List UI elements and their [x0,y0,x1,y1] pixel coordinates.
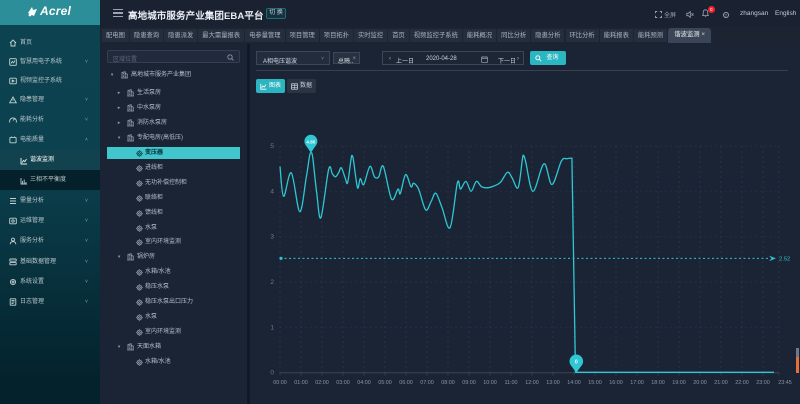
svg-text:15:00: 15:00 [588,380,602,386]
svg-text:09:00: 09:00 [462,380,476,386]
svg-text:08:00: 08:00 [441,380,455,386]
svg-text:0: 0 [270,370,274,377]
svg-text:22:00: 22:00 [735,380,749,386]
svg-text:21:00: 21:00 [714,380,728,386]
svg-text:02:00: 02:00 [315,380,329,386]
svg-text:13:00: 13:00 [546,380,560,386]
svg-text:19:00: 19:00 [672,380,686,386]
svg-text:01:00: 01:00 [294,380,308,386]
svg-text:03:00: 03:00 [336,380,350,386]
svg-text:16:00: 16:00 [609,380,623,386]
svg-text:2: 2 [270,279,274,286]
svg-text:12:00: 12:00 [525,380,539,386]
svg-text:06:00: 06:00 [399,380,413,386]
svg-text:18:00: 18:00 [651,380,665,386]
svg-text:4: 4 [270,188,274,195]
svg-text:0: 0 [575,359,578,365]
svg-text:17:00: 17:00 [630,380,644,386]
svg-text:04:00: 04:00 [357,380,371,386]
svg-text:14:00: 14:00 [567,380,581,386]
svg-text:05:00: 05:00 [378,380,392,386]
svg-text:07:00: 07:00 [420,380,434,386]
svg-text:2.52: 2.52 [779,256,790,262]
svg-text:4.85: 4.85 [306,139,315,144]
svg-text:00:00: 00:00 [273,380,287,386]
svg-text:10:00: 10:00 [483,380,497,386]
svg-text:23:45: 23:45 [778,380,792,386]
svg-text:5: 5 [270,143,274,150]
svg-text:1: 1 [270,324,274,331]
svg-text:11:00: 11:00 [504,380,517,386]
svg-text:23:00: 23:00 [756,380,770,386]
svg-text:3: 3 [270,234,274,241]
svg-text:20:00: 20:00 [693,380,707,386]
